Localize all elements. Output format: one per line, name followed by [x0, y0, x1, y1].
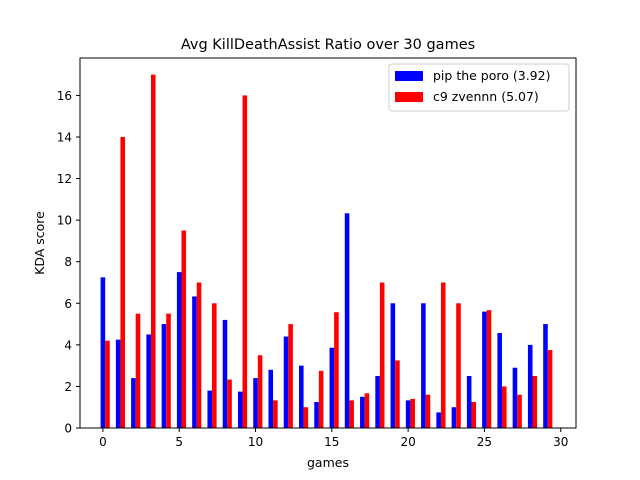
- bar-pip-game-3: [146, 334, 151, 428]
- bar-pip-game-18: [375, 376, 380, 428]
- bar-pip-game-13: [299, 365, 304, 428]
- plot-frame: [79, 57, 577, 429]
- bar-zvennn-game-2: [135, 313, 141, 428]
- bar-pip-game-19: [390, 303, 396, 428]
- bar-pip-game-16: [344, 213, 350, 428]
- x-tick-label: 25: [477, 435, 492, 449]
- y-axis-label: KDA score: [32, 211, 47, 275]
- x-axis-label: games: [307, 455, 349, 470]
- bar-zvennn-game-28: [532, 376, 538, 428]
- x-tick-label: 0: [99, 435, 107, 449]
- bar-pip-game-6: [192, 296, 197, 428]
- bar-zvennn-game-12: [288, 324, 293, 428]
- bar-pip-game-29: [543, 324, 548, 428]
- y-tick-label: 2: [64, 380, 72, 394]
- x-tick-label: 5: [175, 435, 183, 449]
- bar-zvennn-game-21: [425, 394, 431, 428]
- bar-zvennn-game-26: [501, 386, 507, 428]
- bar-zvennn-game-18: [379, 282, 385, 428]
- bar-zvennn-game-13: [303, 407, 309, 428]
- legend-label-zvennn: c9 zvennn (5.07): [433, 89, 539, 104]
- y-tick-label: 8: [64, 255, 72, 269]
- x-axis-ticks: 0 5 10 15 20 25 30: [99, 428, 568, 449]
- bar-zvennn-game-9: [242, 95, 248, 428]
- legend-swatch-zvennn: [395, 92, 423, 102]
- bar-zvennn-game-15: [334, 312, 339, 428]
- x-tick-label: 10: [248, 435, 263, 449]
- y-tick-label: 16: [57, 89, 72, 103]
- bar-zvennn-game-16: [349, 400, 354, 428]
- bar-zvennn-game-4: [166, 313, 171, 428]
- bar-pip-game-25: [482, 311, 487, 428]
- y-tick-label: 6: [64, 297, 72, 311]
- bar-pip-game-24: [466, 376, 472, 428]
- chart-title: Avg KillDeathAssist Ratio over 30 games: [181, 37, 475, 53]
- legend-swatch-pip: [395, 71, 423, 81]
- bars-group: [100, 74, 553, 428]
- x-tick-label: 20: [400, 435, 415, 449]
- bar-zvennn-game-5: [181, 230, 187, 428]
- bar-pip-game-7: [207, 390, 213, 428]
- y-tick-label: 0: [64, 422, 72, 436]
- bar-zvennn-game-10: [257, 355, 263, 428]
- y-tick-label: 10: [57, 214, 72, 228]
- y-tick-label: 12: [57, 172, 72, 186]
- bar-zvennn-game-3: [150, 74, 156, 428]
- legend-label-pip: pip the poro (3.92): [433, 68, 550, 83]
- bar-zvennn-game-8: [227, 379, 232, 428]
- bar-pip-game-17: [360, 396, 365, 428]
- bar-pip-game-5: [176, 272, 182, 428]
- bar-zvennn-game-22: [440, 282, 446, 428]
- bar-pip-game-22: [436, 412, 441, 428]
- bar-pip-game-2: [131, 378, 136, 428]
- bar-zvennn-game-14: [318, 370, 324, 428]
- bar-zvennn-game-23: [456, 303, 461, 428]
- bar-pip-game-26: [497, 333, 502, 428]
- bar-zvennn-game-20: [410, 398, 415, 428]
- y-axis-ticks: 0 2 4 6 8 10 12 14 16: [57, 89, 80, 436]
- bar-zvennn-game-24: [471, 402, 477, 428]
- bar-pip-game-0: [100, 277, 106, 428]
- bar-zvennn-game-29: [547, 350, 553, 428]
- bar-pip-game-20: [405, 400, 411, 428]
- bar-zvennn-game-11: [273, 400, 278, 428]
- legend-box: [388, 63, 570, 112]
- bar-zvennn-game-27: [517, 394, 522, 428]
- bar-zvennn-game-19: [395, 360, 400, 428]
- y-tick-label: 4: [64, 338, 72, 352]
- bar-zvennn-game-25: [486, 310, 492, 428]
- bar-pip-game-9: [237, 391, 243, 428]
- bar-pip-game-23: [451, 407, 457, 428]
- bar-pip-game-21: [421, 303, 426, 428]
- bar-zvennn-game-1: [120, 136, 126, 428]
- y-tick-label: 14: [57, 130, 72, 144]
- bar-pip-game-11: [268, 369, 274, 428]
- bar-pip-game-8: [222, 319, 228, 428]
- bar-pip-game-14: [314, 402, 319, 428]
- legend: pip the poro (3.92) c9 zvennn (5.07): [388, 63, 570, 112]
- bar-pip-game-10: [253, 378, 258, 428]
- bar-pip-game-28: [527, 344, 533, 428]
- bar-pip-game-1: [115, 339, 121, 428]
- bar-pip-game-15: [329, 347, 335, 428]
- bar-pip-game-27: [512, 367, 518, 428]
- bar-zvennn-game-17: [364, 393, 370, 428]
- bar-pip-game-12: [283, 336, 289, 428]
- bar-pip-game-4: [161, 324, 167, 428]
- x-tick-label: 15: [324, 435, 339, 449]
- bar-zvennn-game-0: [105, 340, 110, 428]
- x-tick-label: 30: [553, 435, 568, 449]
- bar-zvennn-game-6: [196, 282, 202, 428]
- bar-zvennn-game-7: [212, 303, 217, 428]
